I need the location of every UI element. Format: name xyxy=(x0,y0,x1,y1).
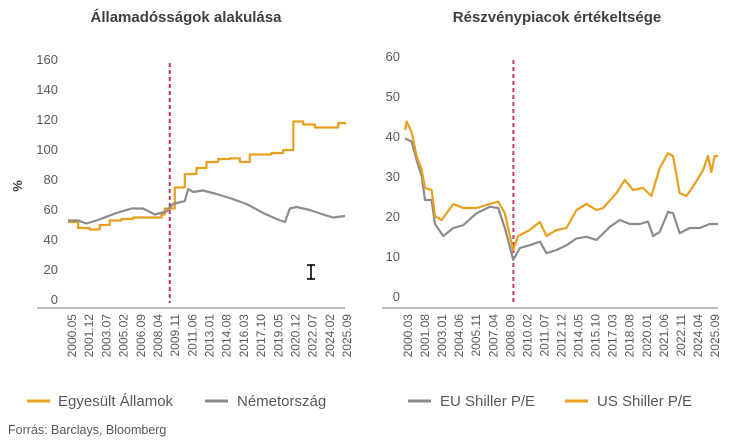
y-tick-label: 0 xyxy=(393,289,400,304)
y-tick-label: 140 xyxy=(36,82,58,97)
x-tick-label: 2010.02 xyxy=(520,314,534,358)
series-line-n-metorsz-g xyxy=(68,187,346,225)
y-tick-label: 20 xyxy=(44,262,58,277)
x-tick-label: 2005.11 xyxy=(469,314,483,357)
y-tick-label: 160 xyxy=(36,52,58,67)
legend-right: EU Shiller P/E US Shiller P/E xyxy=(408,393,692,410)
x-tick-label: 2000.03 xyxy=(401,314,415,358)
y-tick-label: 20 xyxy=(386,209,400,224)
y-axis-label-left: % xyxy=(10,180,25,192)
y-tick-label: 60 xyxy=(386,49,400,64)
legend-left: Egyesült Államok Németország xyxy=(27,393,326,410)
text-cursor-icon xyxy=(307,264,315,280)
x-tick-label: 2020.12 xyxy=(288,314,302,358)
x-tick-label: 2014.05 xyxy=(572,314,586,358)
x-tick-label: 2017.03 xyxy=(606,314,620,358)
x-tick-label: 2022.07 xyxy=(306,314,320,358)
series-line-egyes-lt-llamok xyxy=(68,120,347,231)
x-tick-label: 2020.01 xyxy=(640,314,654,358)
x-tick-label: 2016.03 xyxy=(237,314,251,358)
chart-left: 0 20 40 60 80 100 120 140 160 2000.05 2001.12 2003.… xyxy=(36,52,354,357)
x-tick-label: 2008.09 xyxy=(503,314,517,358)
chart-title-right: Részvénypiacok értékeltsége xyxy=(453,9,661,26)
y-tick-label: 60 xyxy=(44,202,58,217)
x-tick-label: 2006.09 xyxy=(134,314,148,358)
x-tick-label: 2017.10 xyxy=(254,314,268,358)
y-tick-label: 50 xyxy=(386,89,400,104)
legend-label-us: Egyesült Államok xyxy=(58,393,174,410)
x-tick-label: 2022.11 xyxy=(674,314,688,357)
y-tick-label: 0 xyxy=(51,292,58,307)
x-tick-label: 2013.01 xyxy=(203,314,217,358)
x-tick-label: 2005.02 xyxy=(117,314,131,358)
x-tick-label: 2019.05 xyxy=(271,314,285,358)
x-tick-label: 2011.06 xyxy=(185,314,199,357)
x-tick-label: 2018.08 xyxy=(623,314,637,358)
legend-label-eu: EU Shiller P/E xyxy=(440,393,535,410)
x-tick-label: 2025.09 xyxy=(340,314,354,358)
x-tick-label: 2008.04 xyxy=(151,314,165,358)
x-tick-label: 2014.08 xyxy=(220,314,234,358)
y-tick-label: 10 xyxy=(386,249,400,264)
legend-label-de: Németország xyxy=(237,393,326,410)
y-tick-label: 80 xyxy=(44,172,58,187)
x-tick-label: 2004.06 xyxy=(452,314,466,358)
x-tick-label: 2007.04 xyxy=(486,314,500,358)
source-note: Forrás: Barclays, Bloomberg xyxy=(8,423,166,437)
y-tick-label: 120 xyxy=(36,112,58,127)
y-tick-label: 30 xyxy=(386,169,400,184)
y-tick-label: 40 xyxy=(386,129,400,144)
x-tick-label: 2003.07 xyxy=(99,314,113,358)
x-tick-label: 2012.12 xyxy=(555,314,569,358)
x-tick-label: 2025.09 xyxy=(708,314,722,358)
x-tick-label: 2024.02 xyxy=(323,314,337,358)
series-line-us-shiller-p-e xyxy=(403,120,718,252)
x-tick-label: 2024.04 xyxy=(691,314,705,358)
x-tick-label: 2009.11 xyxy=(168,314,182,357)
x-tick-label: 2021.06 xyxy=(657,314,671,358)
x-tick-label: 2015.10 xyxy=(589,314,603,358)
series-line-eu-shiller-p-e xyxy=(404,137,718,262)
legend-label-us-pe: US Shiller P/E xyxy=(597,393,692,410)
x-tick-label: 2000.05 xyxy=(65,314,79,358)
x-tick-label: 2001.12 xyxy=(82,314,96,358)
x-tick-label: 2011.07 xyxy=(537,314,551,357)
y-tick-label: 100 xyxy=(36,142,58,157)
chart-title-left: Államadósságok alakulása xyxy=(91,9,283,26)
x-tick-label: 2003.01 xyxy=(435,314,449,358)
chart-right: 0 10 20 30 40 50 60 2000.03 2001.08 2003.01 2004.0… xyxy=(382,49,722,357)
y-tick-label: 40 xyxy=(44,232,58,247)
x-tick-label: 2001.08 xyxy=(418,314,432,358)
